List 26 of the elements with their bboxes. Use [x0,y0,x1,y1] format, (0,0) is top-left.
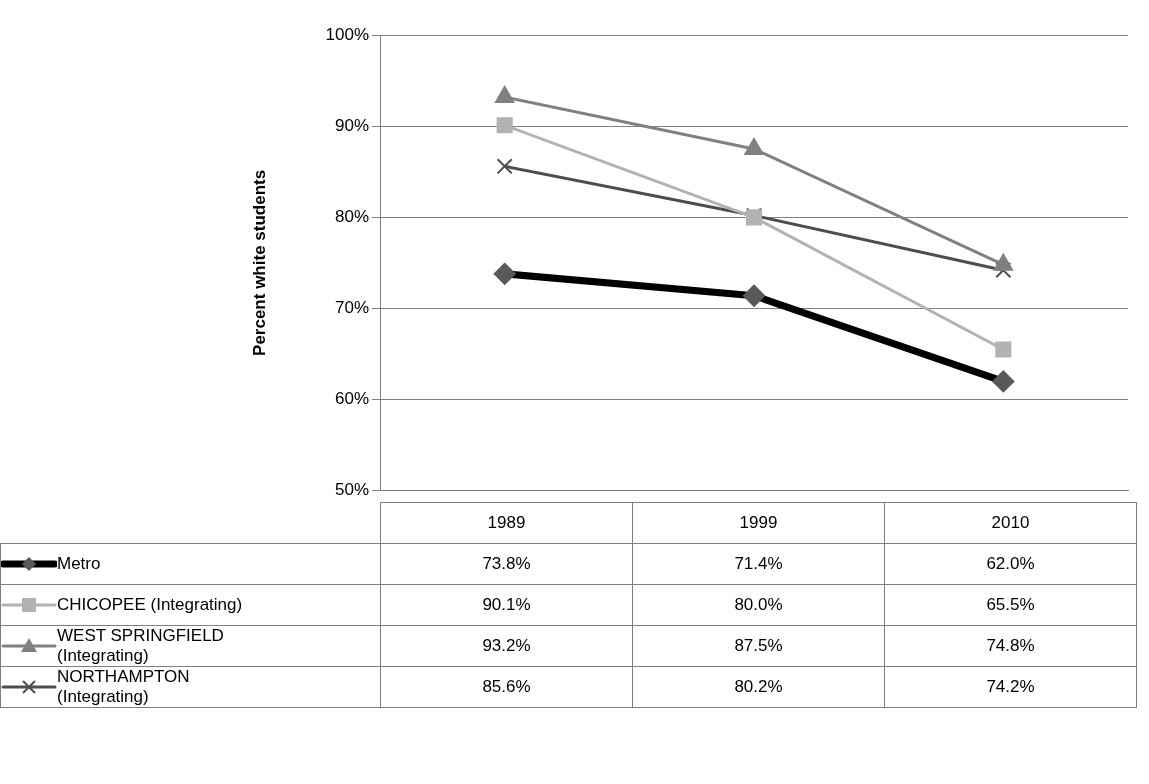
data-label: 87.5% [632,625,885,666]
data-label: 74.2% [884,666,1137,707]
data-label: 65.5% [884,584,1137,625]
data-label: 90.1% [380,584,633,625]
y-tick-label: 80% [334,207,369,227]
data-label: 93.2% [380,625,633,666]
legend-label: CHICOPEE (Integrating) [57,594,244,615]
y-tick-label: 100% [325,24,369,44]
y-tick-label: 50% [334,480,369,500]
y-tick-label: 60% [334,389,369,409]
y-tick-label: 70% [334,298,369,318]
data-label: 74.8% [884,625,1137,666]
data-label: 80.2% [632,666,885,707]
data-label: 71.4% [632,543,885,584]
x-tick-label: 2010 [884,502,1137,543]
legend-label: Metro [57,553,102,574]
x-tick-label: 1989 [380,502,633,543]
legend-label: WEST SPRINGFIELD (Integrating) [57,625,225,666]
data-label: 85.6% [380,666,633,707]
data-label: 73.8% [380,543,633,584]
y-axis-title: Percent white students [249,169,269,356]
x-tick-label: 1999 [632,502,885,543]
data-label: 62.0% [884,543,1137,584]
y-tick-label: 90% [334,115,369,135]
data-label: 80.0% [632,584,885,625]
legend-label: NORTHAMPTON (Integrating) [57,666,191,707]
